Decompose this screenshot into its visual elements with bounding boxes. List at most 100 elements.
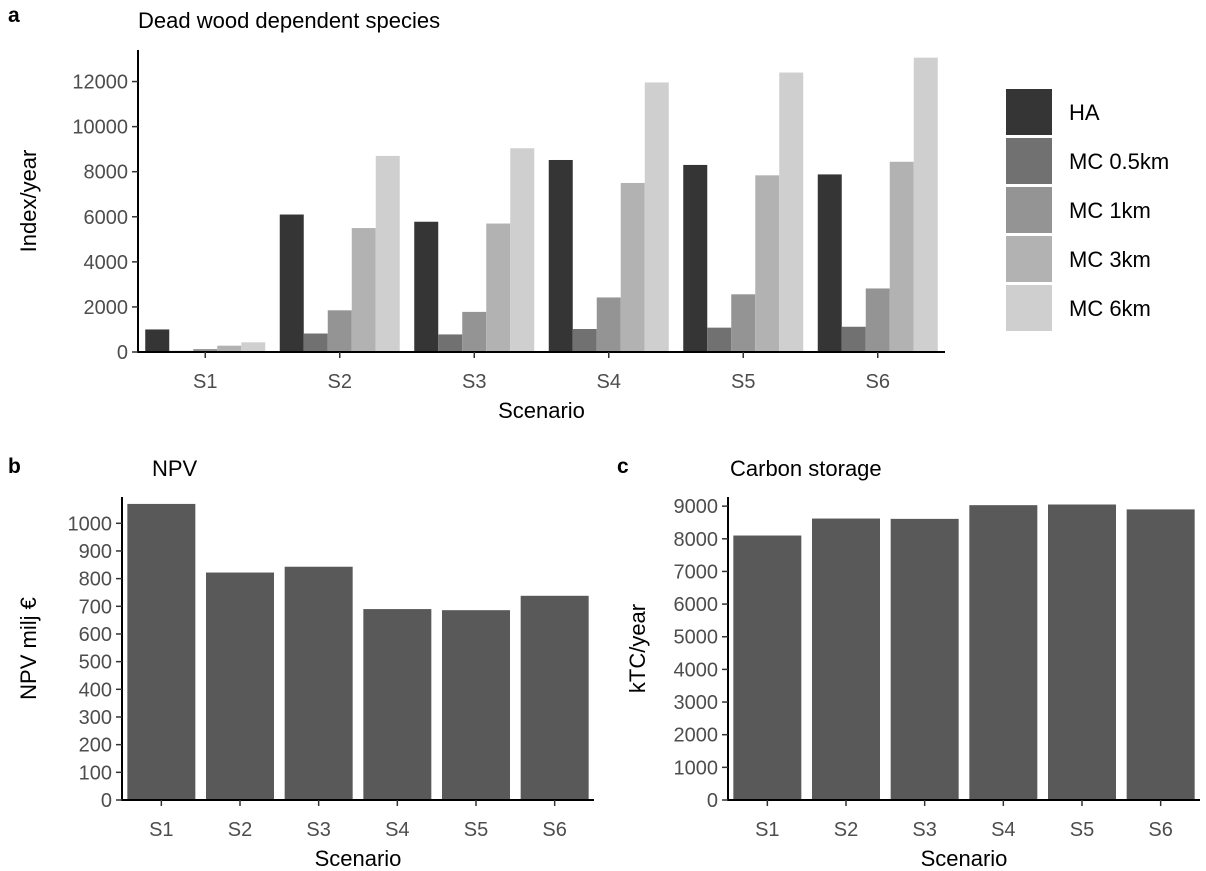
- panel-a-bar-s1-ha: [145, 329, 170, 352]
- panel-a-x-tick-label: S6: [866, 371, 890, 393]
- panel-a-bar-s3-mc-1km: [462, 311, 487, 352]
- panel-c-bar-s3: [890, 518, 959, 800]
- legend-key-ha: [1006, 89, 1052, 135]
- panel-a-bar-s1-mc-1km: [193, 349, 218, 352]
- panel-c-y-tick-label: 1000: [674, 757, 719, 779]
- legend-label-ha: HA: [1069, 100, 1100, 125]
- panel-a-y-tick-label: 12000: [72, 72, 128, 94]
- panel-a-y-axis-title: Index/year: [16, 150, 41, 253]
- panel-a-x-tick-label: S2: [328, 371, 352, 393]
- panel-b-y-tick-label: 700: [79, 596, 112, 618]
- panel-a-x-tick-label: S5: [731, 371, 755, 393]
- panel-b-x-tick-label: S5: [464, 819, 488, 841]
- panel-a-bar-s6-mc-0-5km: [841, 326, 866, 352]
- panel-b-bar-s6: [520, 595, 589, 800]
- panel-a-bar-s5-ha: [683, 164, 708, 352]
- panel-c-bar-s5: [1048, 504, 1116, 800]
- panel-a-y-tick-label: 2000: [84, 297, 129, 319]
- panel-c-letter: c: [617, 455, 629, 478]
- panel-b-y-tick-label: 400: [79, 679, 112, 701]
- panel-c-y-tick-label: 4000: [674, 659, 719, 681]
- legend-key-mc-0-5km: [1006, 138, 1052, 184]
- panel-c-carbon-storage-chart: c Carbon storage 0 1000 2000 3000 4000 5000 6000…: [617, 455, 1200, 871]
- panel-a-y-tick-label: 10000: [72, 117, 128, 139]
- panel-c-y-tick-label: 7000: [674, 561, 719, 583]
- panel-a-bar-s2-mc-0-5km: [303, 333, 328, 352]
- panel-a-bar-s2-mc-3km: [351, 228, 376, 352]
- panel-a-x-tick-label: S1: [193, 371, 217, 393]
- panel-a-x-tick-label: S4: [597, 371, 621, 393]
- panel-c-bar-s6: [1126, 509, 1195, 800]
- panel-a-x-axis-title: Scenario: [498, 398, 585, 423]
- panel-a-bar-s5-mc-0-5km: [707, 327, 732, 352]
- panel-c-y-tick-label: 0: [707, 790, 718, 812]
- panel-c-title: Carbon storage: [730, 456, 882, 481]
- panel-b-x-axis-title: Scenario: [315, 846, 402, 871]
- legend-label-mc-6km: MC 6km: [1069, 296, 1151, 321]
- panel-c-x-tick-label: S5: [1070, 819, 1094, 841]
- panel-a-bar-s4-mc-0-5km: [572, 329, 597, 352]
- panel-b-x-tick-label: S4: [385, 819, 409, 841]
- panel-a-bar-s3-mc-6km: [510, 148, 535, 352]
- panel-c-bar-s1: [733, 535, 802, 800]
- panel-b-x-tick-label: S6: [542, 819, 566, 841]
- panel-a-bar-s1-mc-3km: [217, 345, 242, 352]
- panel-a-dead-wood-chart: a Dead wood dependent species 0 2000 4000 600…: [8, 4, 945, 423]
- panel-a-bar-s3-ha: [414, 221, 439, 352]
- panel-a-title: Dead wood dependent species: [138, 8, 440, 33]
- panel-b-bar-s3: [284, 566, 353, 800]
- panel-b-npv-chart: b NPV 0 100 200 300 400 500 600 700 800 900 1000 S1 S2…: [8, 455, 594, 871]
- panel-b-y-tick-label: 200: [79, 735, 112, 757]
- panel-b-letter: b: [8, 455, 21, 478]
- panel-a-bar-s6-mc-1km: [865, 288, 890, 352]
- panel-b-y-tick-label: 1000: [68, 513, 113, 535]
- panel-b-y-axis-title: NPV milj €: [16, 597, 41, 700]
- panel-b-y-tick-label: 500: [79, 652, 112, 674]
- panel-c-y-tick-label: 9000: [674, 496, 719, 518]
- panel-a-y-tick-label: 4000: [84, 252, 129, 274]
- panel-b-x-tick-label: S3: [306, 819, 330, 841]
- panel-b-y-tick-label: 600: [79, 624, 112, 646]
- panel-c-x-tick-label: S3: [912, 819, 936, 841]
- panel-c-y-tick-label: 5000: [674, 627, 719, 649]
- panel-a-bar-s2-mc-6km: [375, 155, 400, 352]
- panel-a-bar-s1-mc-6km: [241, 342, 266, 352]
- panel-a-bar-s4-mc-6km: [644, 82, 669, 352]
- panel-b-y-tick-label: 0: [101, 790, 112, 812]
- panel-c-x-axis-title: Scenario: [921, 846, 1008, 871]
- panel-c-x-tick-label: S1: [755, 819, 779, 841]
- panel-a-y-tick-label: 8000: [84, 162, 129, 184]
- panel-a-bar-s6-mc-3km: [889, 161, 914, 352]
- panel-c-y-axis-title: kTC/year: [625, 604, 650, 693]
- panel-a-bar-s5-mc-6km: [779, 72, 804, 352]
- panel-b-bar-s2: [206, 572, 274, 800]
- panel-a-bar-s6-mc-6km: [913, 57, 938, 352]
- legend-key-mc-3km: [1006, 236, 1052, 282]
- panel-c-x-tick-label: S4: [991, 819, 1015, 841]
- panel-a-y-tick-label: 6000: [84, 207, 129, 229]
- panel-a-letter: a: [8, 4, 20, 27]
- panel-a-y-tick-label: 0: [117, 342, 128, 364]
- panel-b-y-tick-label: 100: [79, 762, 112, 784]
- legend-label-mc-0-5km: MC 0.5km: [1069, 149, 1169, 174]
- panel-b-bar-s4: [363, 609, 432, 800]
- panel-b-x-tick-label: S1: [149, 819, 173, 841]
- panel-c-y-tick-label: 2000: [674, 725, 719, 747]
- panel-a-bar-s2-mc-1km: [327, 310, 352, 352]
- panel-b-bar-s1: [127, 503, 196, 800]
- panel-b-title: NPV: [152, 456, 198, 481]
- panel-a-bar-s6-ha: [817, 174, 842, 352]
- panel-a-bar-s2-ha: [279, 214, 304, 352]
- legend-label-mc-3km: MC 3km: [1069, 247, 1151, 272]
- panel-a-x-tick-label: S3: [462, 371, 486, 393]
- legend-key-mc-6km: [1006, 285, 1052, 331]
- legend-key-mc-1km: [1006, 187, 1052, 233]
- panel-c-y-tick-label: 3000: [674, 692, 719, 714]
- panel-c-x-tick-label: S6: [1148, 819, 1172, 841]
- panel-a-bar-s4-ha: [548, 159, 573, 352]
- panel-c-y-tick-label: 8000: [674, 529, 719, 551]
- panel-c-bar-s2: [812, 518, 880, 800]
- panel-a-bar-s4-mc-3km: [620, 182, 645, 352]
- panel-b-x-tick-label: S2: [228, 819, 252, 841]
